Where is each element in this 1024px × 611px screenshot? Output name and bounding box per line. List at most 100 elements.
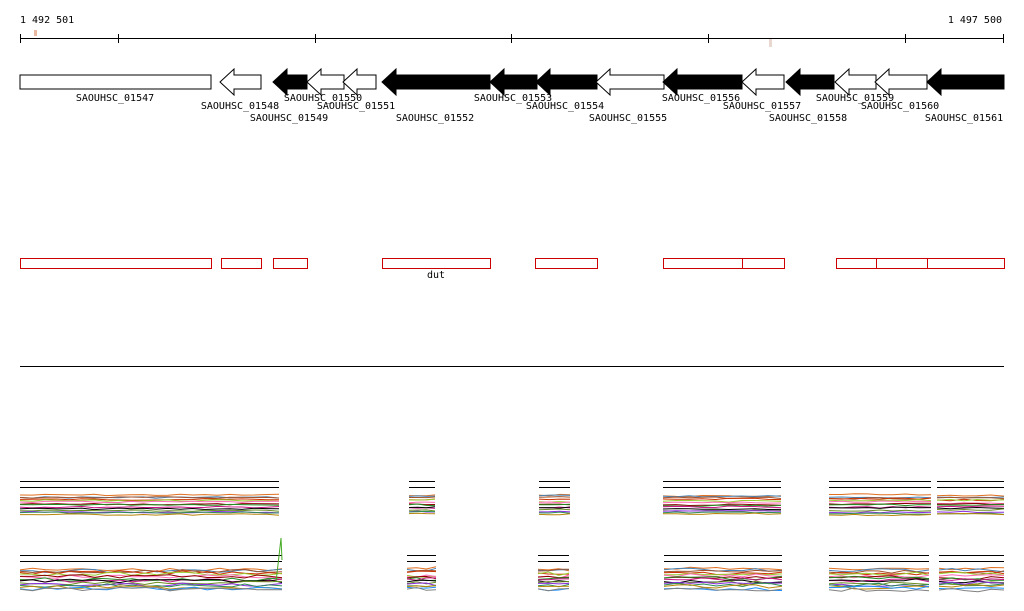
gene-arrow[interactable] (595, 67, 665, 97)
gene-arrow[interactable] (19, 74, 212, 90)
profile-line (828, 506, 932, 509)
profile-line (936, 512, 1005, 516)
gene-label: SAOUHSC_01554 (526, 101, 604, 112)
annotation-box[interactable] (382, 258, 491, 269)
annotation-box[interactable] (836, 258, 877, 269)
profile-line (828, 587, 930, 592)
gene-g1547[interactable]: SAOUHSC_01547 (19, 74, 212, 104)
profile-line (406, 566, 437, 570)
gene-arrow[interactable] (272, 67, 308, 97)
gene-g1554[interactable]: SAOUHSC_01554 (526, 67, 604, 112)
profile-line (938, 584, 1005, 588)
profile-line (936, 498, 1005, 502)
gene-g1557[interactable]: SAOUHSC_01557 (723, 67, 801, 112)
profile-line (538, 513, 571, 516)
profile-line (537, 577, 570, 580)
profile-line (538, 510, 571, 513)
gene-label: SAOUHSC_01559 (816, 93, 894, 104)
gene-arrow[interactable] (926, 67, 1005, 97)
gene-arrow[interactable] (306, 67, 345, 97)
profile-line (537, 583, 570, 588)
profile-line (938, 587, 1005, 593)
profile-line (19, 493, 280, 497)
profile-line (663, 573, 783, 578)
gene-g1558[interactable]: SAOUHSC_01558 (769, 67, 847, 124)
gene-arrow[interactable] (535, 67, 598, 97)
gene-arrow[interactable] (834, 67, 877, 97)
gene-arrow[interactable] (381, 67, 491, 97)
annotation-box[interactable] (535, 258, 598, 269)
annotation-box[interactable] (663, 258, 743, 269)
profile-line (408, 506, 436, 509)
profile-block (828, 481, 932, 517)
annotation-a5[interactable] (535, 258, 598, 269)
annotation-a8[interactable] (836, 258, 877, 269)
profile-line (829, 493, 932, 496)
gene-g1561[interactable]: SAOUHSC_01561 (925, 67, 1005, 124)
annotation-a6[interactable] (663, 258, 743, 269)
profile-line (936, 496, 1005, 500)
profile-line (938, 570, 1005, 575)
gene-arrow[interactable] (489, 67, 538, 97)
gene-label: SAOUHSC_01553 (474, 93, 552, 104)
profile-line (406, 585, 437, 588)
profile-line (19, 498, 280, 501)
annotation-a4[interactable]: dut (382, 258, 491, 282)
profile-track-lower (19, 537, 1005, 593)
gene-g1556[interactable]: SAOUHSC_01556 (662, 67, 743, 104)
profile-line (662, 512, 782, 515)
profile-block (408, 481, 436, 515)
profile-line (19, 586, 283, 592)
annotation-a10[interactable] (927, 258, 1005, 269)
profile-line (537, 588, 570, 592)
gene-g1548[interactable]: SAOUHSC_01548 (201, 67, 279, 112)
profile-line (663, 584, 783, 589)
profile-line (936, 510, 1005, 514)
annotation-a3[interactable] (273, 258, 308, 269)
profile-line (537, 578, 569, 581)
annotation-box[interactable] (742, 258, 785, 269)
profile-line (828, 509, 932, 512)
profile-line (408, 510, 436, 513)
gene-label: SAOUHSC_01548 (201, 101, 279, 112)
gene-arrow[interactable] (342, 67, 377, 97)
annotation-box[interactable] (876, 258, 928, 269)
annotation-a2[interactable] (221, 258, 262, 269)
annotation-box[interactable] (927, 258, 1005, 269)
gene-g1555[interactable]: SAOUHSC_01555 (589, 67, 667, 124)
profile-line (936, 508, 1005, 511)
profile-line (936, 506, 1005, 510)
gene-g1551[interactable]: SAOUHSC_01551 (317, 67, 395, 112)
profile-line (19, 509, 280, 512)
gene-label: SAOUHSC_01547 (76, 93, 154, 104)
gene-label: SAOUHSC_01558 (769, 113, 847, 124)
annotation-a1[interactable] (20, 258, 212, 269)
ruler-end-label: 1 497 500 (948, 15, 1002, 26)
gene-arrow[interactable] (874, 67, 928, 97)
profile-line (663, 582, 783, 588)
annotation-a7[interactable] (742, 258, 785, 269)
profile-line (828, 571, 930, 576)
ruler-start-label: 1 492 501 (20, 15, 74, 26)
gene-arrow[interactable] (741, 67, 785, 97)
gene-arrow[interactable] (219, 67, 262, 97)
profile-line (538, 506, 571, 509)
profile-line (538, 494, 571, 497)
profile-line (406, 582, 437, 587)
profile-line (406, 570, 437, 573)
annotation-box[interactable] (273, 258, 308, 269)
profile-line (408, 495, 436, 497)
profile-line (409, 498, 436, 501)
annotation-box[interactable] (221, 258, 262, 269)
profile-line (537, 581, 570, 584)
profile-line (20, 513, 280, 516)
profile-line (408, 512, 436, 515)
gene-arrow[interactable] (785, 67, 835, 97)
coordinate-ruler: 1 492 501 1 497 500 (20, 15, 1004, 47)
profile-line (19, 571, 283, 577)
annotation-box[interactable] (20, 258, 212, 269)
gene-arrow[interactable] (662, 67, 743, 97)
annotation-a9[interactable] (876, 258, 928, 269)
profile-line (828, 513, 932, 517)
profile-spike (275, 537, 283, 583)
